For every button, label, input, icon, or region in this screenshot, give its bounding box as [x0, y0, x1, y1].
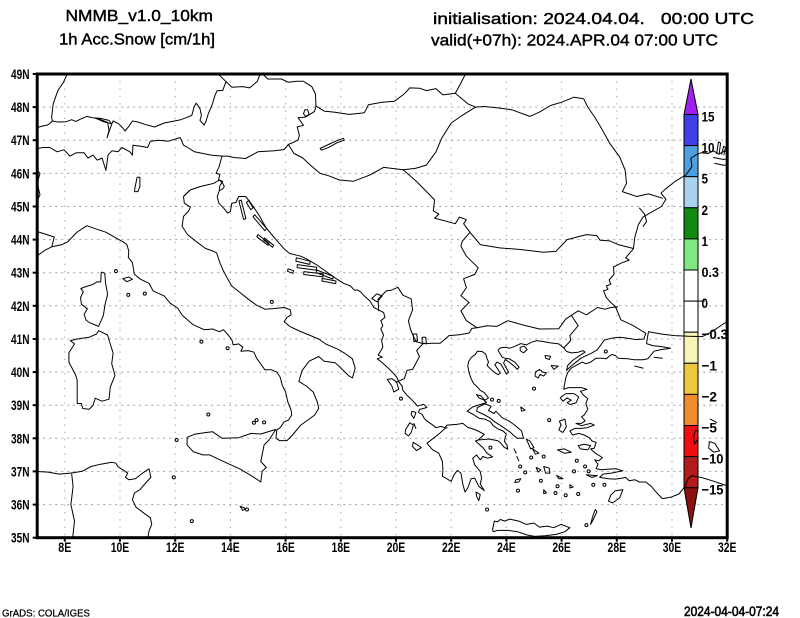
- svg-text:49N: 49N: [11, 67, 30, 82]
- svg-text:16E: 16E: [276, 540, 295, 555]
- svg-text:−10: −10: [702, 451, 724, 467]
- svg-text:GrADS: COLA/IGES: GrADS: COLA/IGES: [2, 609, 90, 618]
- svg-text:47N: 47N: [11, 133, 30, 148]
- svg-text:40N: 40N: [11, 365, 30, 380]
- svg-text:5: 5: [702, 171, 709, 187]
- svg-text:26E: 26E: [552, 540, 571, 555]
- svg-text:−0.3: −0.3: [702, 326, 729, 342]
- svg-text:10E: 10E: [111, 540, 130, 555]
- svg-text:0.3: 0.3: [702, 264, 720, 280]
- svg-text:41N: 41N: [11, 332, 30, 347]
- svg-text:NMMB_v1.0_10km: NMMB_v1.0_10km: [66, 8, 214, 25]
- svg-text:44N: 44N: [11, 233, 30, 248]
- svg-text:22E: 22E: [442, 540, 461, 555]
- svg-text:46N: 46N: [11, 166, 30, 181]
- svg-text:2: 2: [702, 202, 709, 218]
- svg-text:1h Acc.Snow [cm/1h]: 1h Acc.Snow [cm/1h]: [59, 31, 215, 48]
- svg-text:15: 15: [702, 109, 715, 125]
- svg-text:−1: −1: [702, 357, 718, 373]
- svg-text:37N: 37N: [11, 464, 30, 479]
- svg-text:42N: 42N: [11, 299, 30, 314]
- svg-text:−15: −15: [702, 482, 724, 498]
- svg-text:48N: 48N: [11, 100, 30, 115]
- svg-text:20E: 20E: [387, 540, 406, 555]
- svg-text:32E: 32E: [718, 540, 737, 555]
- svg-text:1: 1: [702, 233, 709, 249]
- svg-text:35N: 35N: [11, 531, 30, 546]
- svg-text:−5: −5: [702, 420, 718, 436]
- svg-text:38N: 38N: [11, 431, 30, 446]
- svg-text:18E: 18E: [332, 540, 351, 555]
- svg-text:28E: 28E: [608, 540, 627, 555]
- svg-text:30E: 30E: [663, 540, 682, 555]
- svg-text:−2: −2: [702, 388, 718, 404]
- svg-text:14E: 14E: [221, 540, 240, 555]
- svg-text:12E: 12E: [166, 540, 185, 555]
- svg-text:36N: 36N: [11, 498, 30, 513]
- svg-text:43N: 43N: [11, 266, 30, 281]
- svg-text:0: 0: [702, 295, 709, 311]
- svg-text:initialisation: 2024.04.04.: initialisation: 2024.04.04. 00:00 UTC: [433, 11, 754, 28]
- svg-text:24E: 24E: [497, 540, 516, 555]
- svg-text:valid(+07h): 2024.APR.04 07:00: valid(+07h): 2024.APR.04 07:00 UTC: [431, 33, 718, 50]
- svg-text:39N: 39N: [11, 398, 30, 413]
- svg-text:45N: 45N: [11, 200, 30, 215]
- svg-text:2024-04-04-07:24: 2024-04-04-07:24: [684, 604, 779, 618]
- svg-text:8E: 8E: [58, 540, 71, 555]
